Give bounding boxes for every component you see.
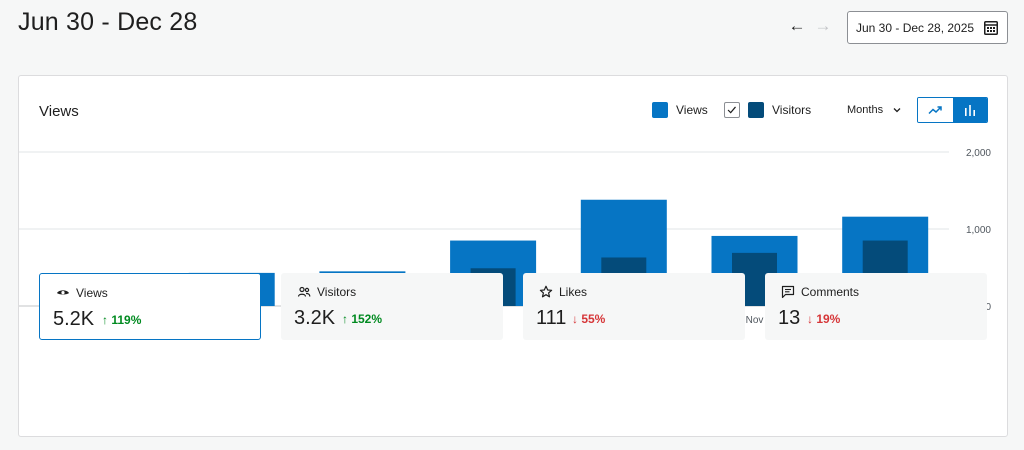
views-chart-card: Views Views Visitors Months 0 1,000 2,000 — [18, 75, 1008, 437]
stat-change: ↑ 119% — [102, 313, 142, 327]
y-tick-label: 0 — [985, 302, 991, 313]
legend-label-views: Views — [676, 103, 708, 117]
page-title: Jun 30 - Dec 28 — [18, 8, 198, 36]
period-select-value: Months — [847, 104, 884, 116]
y-tick-label: 2,000 — [966, 148, 991, 159]
x-tick-label: Nov — [746, 315, 764, 326]
visitors-swatch — [748, 102, 764, 118]
chevron-down-icon — [893, 108, 901, 113]
comment-icon — [781, 285, 795, 299]
bar-chart-icon — [964, 105, 975, 116]
stat-card-comments[interactable]: Comments 13 ↓ 19% — [765, 273, 987, 340]
stat-change: ↑ 152% — [342, 312, 383, 326]
visitors-checkbox[interactable] — [724, 102, 740, 118]
stat-value: 13 — [778, 307, 801, 329]
stat-value: 111 — [536, 307, 567, 329]
next-period-arrow-icon[interactable]: → — [814, 16, 832, 35]
chart-type-toggle — [917, 97, 988, 123]
stat-card-views[interactable]: Views 5.2K ↑ 119% — [39, 273, 261, 340]
legend-item-visitors[interactable]: Visitors — [748, 102, 811, 118]
stat-value: 3.2K — [294, 307, 336, 329]
stat-label: Likes — [559, 285, 588, 299]
line-chart-button[interactable] — [918, 98, 953, 122]
legend-label-visitors: Visitors — [772, 103, 812, 117]
period-navigation: ← → — [788, 16, 832, 36]
stat-change: ↓ 55% — [572, 312, 606, 326]
y-tick-label: 1,000 — [966, 225, 991, 236]
calendar-icon — [984, 21, 998, 35]
check-icon — [727, 106, 736, 114]
stat-label: Comments — [801, 285, 860, 299]
period-select[interactable]: Months — [847, 104, 901, 116]
date-range-picker[interactable]: Jun 30 - Dec 28, 2025 — [847, 11, 1008, 44]
stat-label: Visitors — [317, 285, 357, 299]
eye-icon — [57, 290, 69, 295]
views-swatch — [652, 102, 668, 118]
legend-item-views[interactable]: Views — [652, 102, 708, 118]
stat-card-visitors[interactable]: Visitors 3.2K ↑ 152% — [281, 273, 503, 340]
line-chart-icon — [928, 106, 942, 115]
bar-chart-button[interactable] — [952, 98, 987, 122]
date-range-label: Jun 30 - Dec 28, 2025 — [856, 20, 975, 35]
prev-period-arrow-icon[interactable]: ← — [788, 16, 806, 35]
star-icon — [539, 285, 553, 298]
chart-card-title: Views — [39, 103, 79, 120]
people-icon — [297, 286, 311, 297]
stat-value: 5.2K — [53, 308, 95, 330]
stat-change: ↓ 19% — [807, 312, 841, 326]
stat-card-likes[interactable]: Likes 111 ↓ 55% — [523, 273, 745, 340]
stat-label: Views — [76, 286, 108, 300]
